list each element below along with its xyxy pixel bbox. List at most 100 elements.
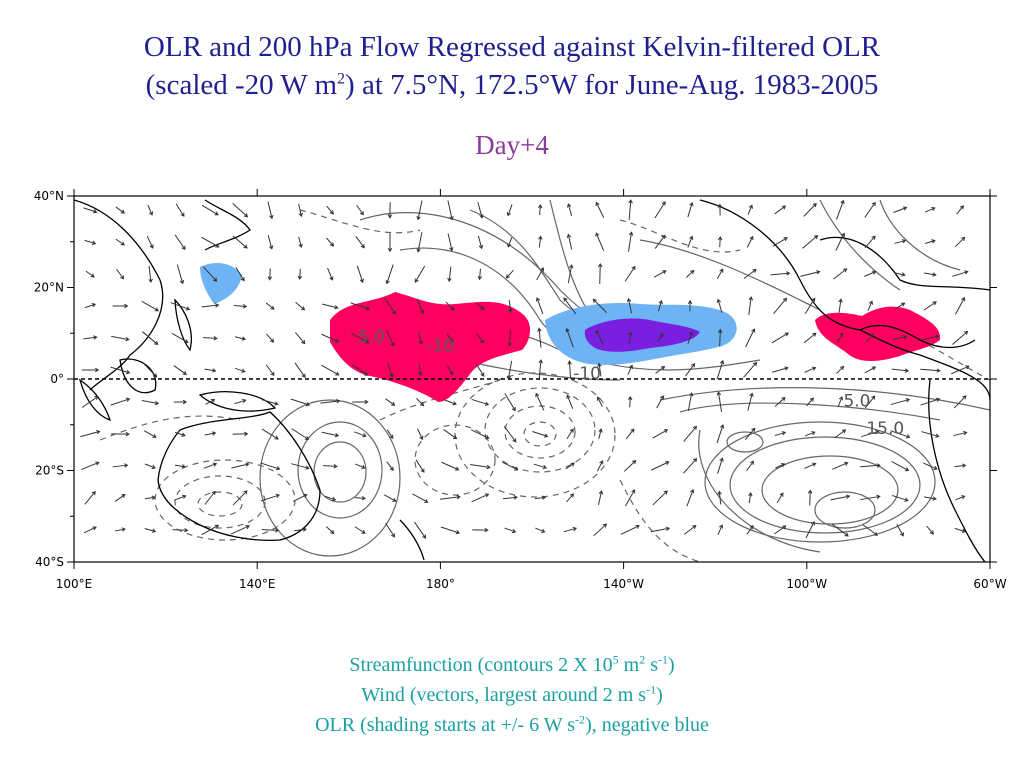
wind-vector (265, 364, 275, 377)
wind-vector (774, 431, 787, 437)
wind-vector (716, 359, 725, 380)
wind-vector (291, 428, 310, 440)
wind-vector (143, 362, 158, 378)
wind-vector (203, 266, 218, 282)
wind-vector (176, 264, 185, 285)
new-guinea (198, 391, 277, 412)
wind-vector (416, 298, 425, 315)
contour-label: 15.0 (866, 419, 904, 439)
wind-vector (446, 365, 454, 376)
wind-vector (624, 265, 636, 282)
wind-vector (267, 201, 274, 220)
wind-vector (170, 302, 191, 311)
new-zealand (399, 519, 425, 561)
wind-vector (475, 363, 485, 377)
wind-vector (595, 232, 605, 252)
wind-vector (114, 493, 126, 502)
wind-vector (772, 237, 788, 247)
wind-vector (864, 270, 877, 277)
wind-vector (592, 298, 608, 314)
caption-line-1-sup1: 5 (612, 652, 619, 667)
wind-vector (687, 331, 694, 344)
wind-vector (142, 331, 159, 346)
wind-vector (414, 521, 427, 539)
wind-vector (894, 239, 907, 244)
wind-vector (354, 495, 367, 501)
wind-vector (862, 524, 878, 536)
wind-vector (895, 302, 906, 310)
wind-vector (110, 366, 131, 375)
wind-vector (80, 429, 101, 438)
caption-streamfunction: Streamfunction (contours 2 X 105 m2 s-1) (0, 650, 1024, 680)
wind-vector (925, 206, 936, 213)
wind-vector (507, 237, 513, 248)
wind-vector (290, 398, 311, 407)
wind-vector (443, 399, 457, 406)
wind-vector (921, 334, 940, 341)
wind-vector (84, 303, 97, 309)
wind-vector (327, 267, 334, 281)
wind-vector (893, 206, 908, 213)
wind-vector (173, 399, 188, 405)
wind-vector (597, 263, 603, 285)
contour-line (679, 402, 941, 421)
wind-vector (597, 490, 604, 506)
wind-vector (354, 526, 366, 534)
wind-vector (116, 268, 125, 280)
wind-vector (834, 429, 847, 439)
wind-vector (893, 335, 908, 340)
wind-vector (747, 392, 754, 411)
wind-vector (502, 495, 518, 500)
wind-vector (773, 297, 788, 314)
wind-vector (534, 495, 547, 500)
contour-line (761, 455, 899, 525)
wind-vector (293, 527, 308, 532)
wind-vector (201, 524, 220, 536)
title-line-2: (scaled -20 W m2) at 7.5°N, 172.5°W for … (0, 66, 1024, 104)
wind-vector (147, 204, 154, 216)
south-america (919, 354, 990, 562)
wind-vector (387, 363, 394, 378)
wind-vector (201, 236, 220, 248)
wind-vector (892, 494, 909, 502)
wind-vector (230, 525, 250, 535)
wind-vector (566, 428, 574, 440)
wind-vector (923, 301, 937, 311)
wind-vector (597, 362, 602, 377)
wind-vector (716, 391, 723, 412)
wind-vector (505, 269, 514, 279)
wind-vector (804, 462, 817, 469)
philippines (174, 298, 192, 352)
wind-vector (565, 327, 574, 348)
wind-vector (447, 266, 452, 283)
wind-vector (356, 265, 364, 284)
wind-vector (743, 361, 758, 378)
wind-vector (920, 397, 941, 406)
wind-vector (416, 398, 425, 407)
wind-vector (84, 239, 97, 245)
legend-caption: Streamfunction (contours 2 X 105 m2 s-1)… (0, 650, 1024, 740)
wind-vector (717, 236, 723, 248)
wind-vector (537, 204, 543, 216)
wind-vector (260, 462, 281, 471)
caption-line-3-post: ), negative blue (585, 714, 709, 736)
wind-vector (653, 270, 667, 278)
chart-title: OLR and 200 hPa Flow Regressed against K… (0, 28, 1024, 104)
wind-vector (683, 525, 697, 535)
y-tick-label: 40°N (34, 189, 64, 203)
contour-line (299, 209, 421, 234)
wind-vector (295, 301, 306, 311)
olr-shading (200, 263, 941, 402)
contour-line (659, 387, 990, 411)
wind-vector (864, 235, 876, 249)
wind-vector (507, 330, 512, 347)
wind-vector (81, 367, 100, 373)
wind-vector (716, 298, 723, 313)
contour-line (879, 199, 961, 271)
wind-vector (685, 363, 696, 377)
wind-vector (112, 303, 129, 309)
wind-vector (538, 359, 543, 380)
wind-vector (566, 233, 573, 250)
wind-vector (292, 493, 308, 502)
wind-vector (321, 333, 340, 343)
